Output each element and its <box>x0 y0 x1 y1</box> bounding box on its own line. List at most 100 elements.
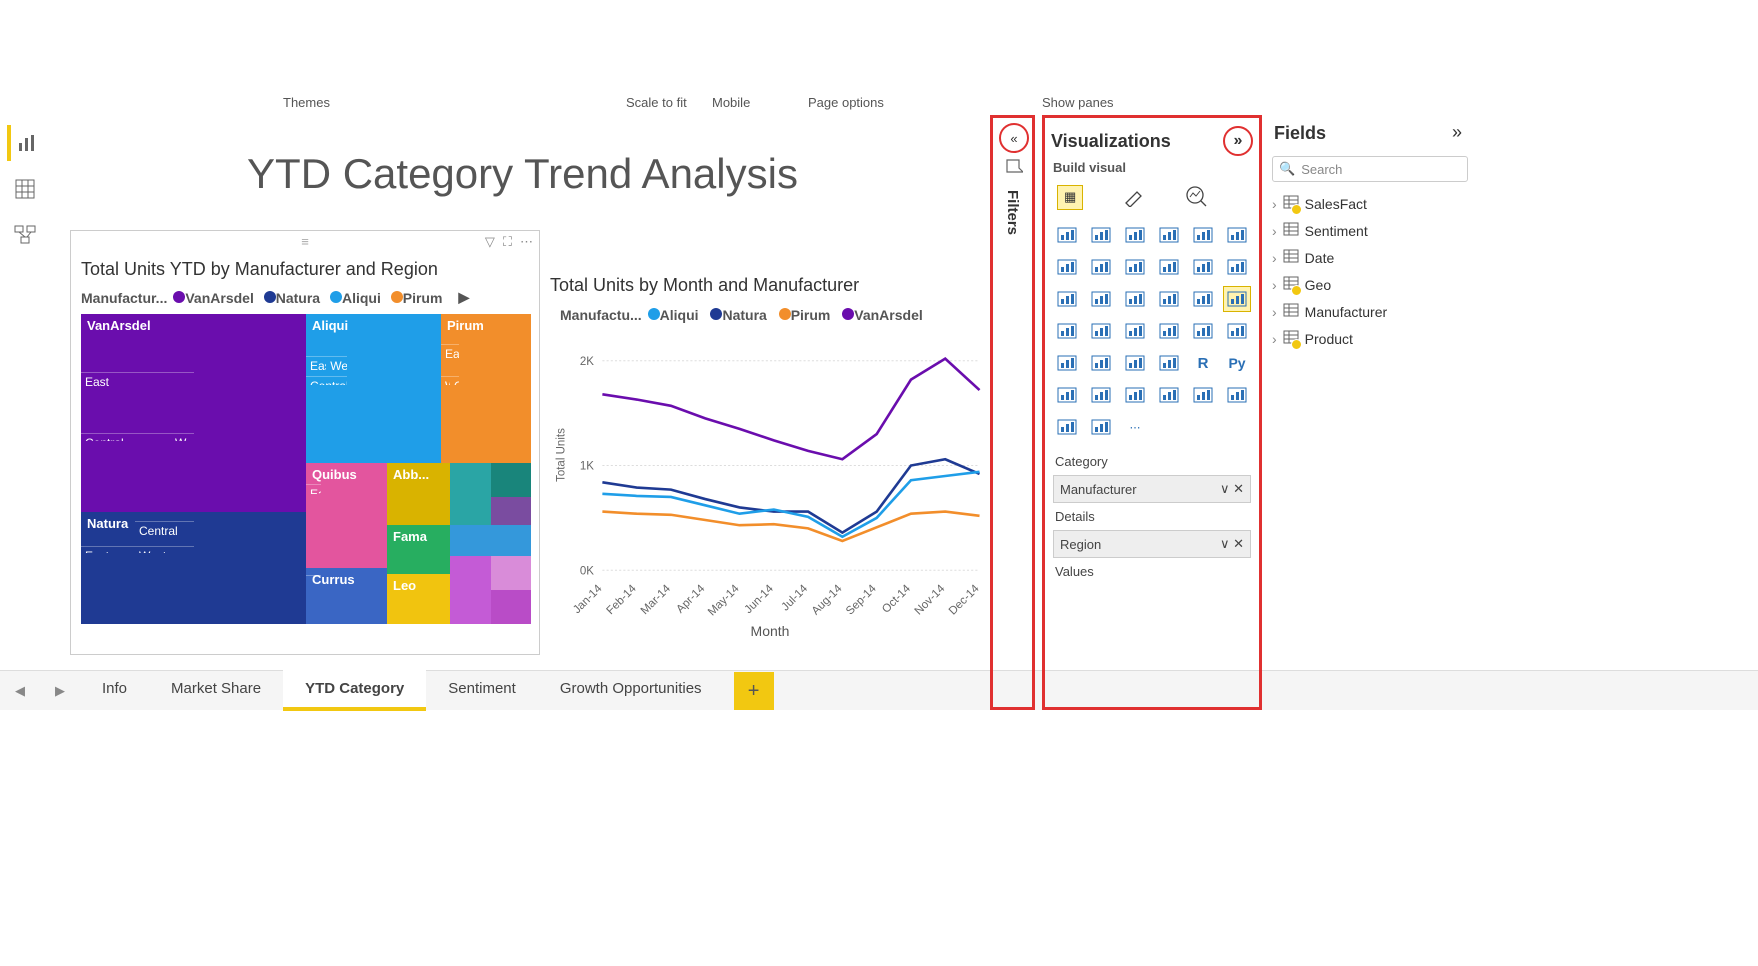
toolbar-show-panes[interactable]: Show panes <box>1042 95 1114 110</box>
toolbar-scale[interactable]: Scale to fit <box>626 95 687 110</box>
treemap-title: Total Units YTD by Manufacturer and Regi… <box>71 253 539 286</box>
viz-line-col2-icon[interactable] <box>1189 254 1217 280</box>
format-icon[interactable] <box>1123 185 1145 210</box>
tab-prev[interactable]: ◀ <box>0 683 40 699</box>
viz-bar-icon[interactable] <box>1087 222 1115 248</box>
viz-pie-icon[interactable] <box>1155 286 1183 312</box>
viz-arcgis-icon[interactable] <box>1053 414 1081 440</box>
viz-bar-100-icon[interactable] <box>1189 222 1217 248</box>
toolbar-mobile[interactable]: Mobile <box>712 95 750 110</box>
viz-more-icon[interactable]: ⋯ <box>1121 414 1149 440</box>
svg-text:Oct-14: Oct-14 <box>880 582 913 615</box>
filters-pane-collapsed[interactable]: « Filters <box>990 115 1035 710</box>
viz-donut-icon[interactable] <box>1189 286 1217 312</box>
viz-ribbon-icon[interactable] <box>1223 254 1251 280</box>
viz-key-inf-icon[interactable] <box>1053 382 1081 408</box>
viz-pva-icon[interactable] <box>1223 382 1251 408</box>
filters-horn-icon <box>1005 158 1023 179</box>
viz-table-icon[interactable] <box>1087 350 1115 376</box>
treemap-rect[interactable] <box>450 463 491 525</box>
treemap-rect[interactable]: Aliqui <box>306 314 441 463</box>
viz-card-icon[interactable] <box>1189 318 1217 344</box>
tab-info[interactable]: Info <box>80 670 149 711</box>
field-table-sentiment[interactable]: ›Sentiment <box>1270 217 1470 244</box>
viz-map-icon[interactable] <box>1053 318 1081 344</box>
focus-icon[interactable]: ⛶ <box>503 234 512 250</box>
more-icon[interactable]: ⋯ <box>520 234 533 250</box>
collapse-fields-icon[interactable]: » <box>1452 122 1462 143</box>
field-wells: Category Manufacturer∨ ✕ Details Region∨… <box>1049 450 1255 583</box>
analytics-icon[interactable] <box>1185 185 1207 210</box>
treemap-rect[interactable]: Quibus <box>306 463 387 568</box>
viz-shape-map-icon[interactable] <box>1121 318 1149 344</box>
viz-col-100-icon[interactable] <box>1223 222 1251 248</box>
viz-funnel-icon[interactable] <box>1087 286 1115 312</box>
treemap-rect[interactable]: Pirum <box>441 314 531 463</box>
tab-ytd-category[interactable]: YTD Category <box>283 670 426 711</box>
treemap-visual[interactable]: ≡ ▽ ⛶ ⋯ Total Units YTD by Manufacturer … <box>70 230 540 655</box>
viz-area-stack-icon[interactable] <box>1121 254 1149 280</box>
viz-decomp-icon[interactable] <box>1087 382 1115 408</box>
treemap-rect[interactable] <box>491 463 532 497</box>
field-table-manufacturer[interactable]: ›Manufacturer <box>1270 298 1470 325</box>
field-table-date[interactable]: ›Date <box>1270 244 1470 271</box>
filter-icon[interactable]: ▽ <box>485 234 495 250</box>
top-toolbar: Themes Scale to fit Mobile Page options … <box>0 95 1758 113</box>
tab-market-share[interactable]: Market Share <box>149 670 283 711</box>
toolbar-themes[interactable]: Themes <box>283 95 330 110</box>
viz-line-col-icon[interactable] <box>1155 254 1183 280</box>
report-view-icon[interactable] <box>7 125 43 161</box>
collapse-viz-icon[interactable]: » <box>1223 126 1253 156</box>
field-table-product[interactable]: ›Product <box>1270 325 1470 352</box>
viz-scatter-icon[interactable] <box>1121 286 1149 312</box>
viz-narrative-icon[interactable] <box>1155 382 1183 408</box>
toolbar-page-options[interactable]: Page options <box>808 95 884 110</box>
add-page-button[interactable]: + <box>734 672 774 710</box>
grip-icon[interactable]: ≡ <box>301 234 309 249</box>
treemap-rect[interactable] <box>450 556 491 624</box>
treemap-rect[interactable]: Natura <box>81 512 306 624</box>
linechart-visual[interactable]: Total Units by Month and Manufacturer Ma… <box>550 275 990 665</box>
viz-slicer-icon[interactable] <box>1155 350 1183 376</box>
viz-waterfall-icon[interactable] <box>1053 286 1081 312</box>
model-view-icon[interactable] <box>7 217 43 253</box>
viz-line-icon[interactable] <box>1053 254 1081 280</box>
viz-qna-icon[interactable] <box>1121 382 1149 408</box>
viz-treemap-icon[interactable] <box>1223 286 1251 312</box>
viz-col-stack-icon[interactable] <box>1121 222 1149 248</box>
viz-filled-map-icon[interactable] <box>1087 318 1115 344</box>
tab-sentiment[interactable]: Sentiment <box>426 670 538 711</box>
treemap-rect[interactable]: Leo <box>387 574 450 624</box>
treemap-rect[interactable] <box>491 497 532 525</box>
viz-multi-card-icon[interactable] <box>1223 318 1251 344</box>
visualizations-pane: Visualizations » Build visual ▦ RPy⋯ Cat… <box>1042 115 1262 710</box>
tab-next[interactable]: ▶ <box>40 683 80 699</box>
treemap-body: VanArsdelEastCentralW...NaturaCentralEas… <box>81 314 529 624</box>
viz-r-icon[interactable]: R <box>1189 350 1217 376</box>
report-canvas: YTD Category Trend Analysis ≡ ▽ ⛶ ⋯ Tota… <box>55 115 990 675</box>
viz-kpi-icon[interactable] <box>1053 350 1081 376</box>
viz-bar-stack-icon[interactable] <box>1053 222 1081 248</box>
category-slot[interactable]: Manufacturer∨ ✕ <box>1053 475 1251 503</box>
build-icon[interactable]: ▦ <box>1057 185 1083 210</box>
viz-powerapps-icon[interactable] <box>1087 414 1115 440</box>
fields-search[interactable]: 🔍 Search <box>1272 156 1468 182</box>
viz-py-icon[interactable]: Py <box>1223 350 1251 376</box>
viz-pane-title: Visualizations <box>1051 131 1171 152</box>
expand-filters-icon[interactable]: « <box>999 123 1029 153</box>
field-table-geo[interactable]: ›Geo <box>1270 271 1470 298</box>
treemap-rect[interactable] <box>450 525 531 556</box>
treemap-rect[interactable]: Abb... <box>387 463 450 525</box>
treemap-rect[interactable]: Fama <box>387 525 450 575</box>
viz-gauge-icon[interactable] <box>1155 318 1183 344</box>
treemap-rect[interactable] <box>491 590 532 624</box>
treemap-rect[interactable] <box>491 556 532 590</box>
data-view-icon[interactable] <box>7 171 43 207</box>
viz-paginated-icon[interactable] <box>1189 382 1217 408</box>
viz-col-icon[interactable] <box>1155 222 1183 248</box>
viz-area-icon[interactable] <box>1087 254 1115 280</box>
field-table-salesfact[interactable]: ›SalesFact <box>1270 190 1470 217</box>
details-slot[interactable]: Region∨ ✕ <box>1053 530 1251 558</box>
viz-matrix-icon[interactable] <box>1121 350 1149 376</box>
tab-growth-opportunities[interactable]: Growth Opportunities <box>538 670 724 711</box>
